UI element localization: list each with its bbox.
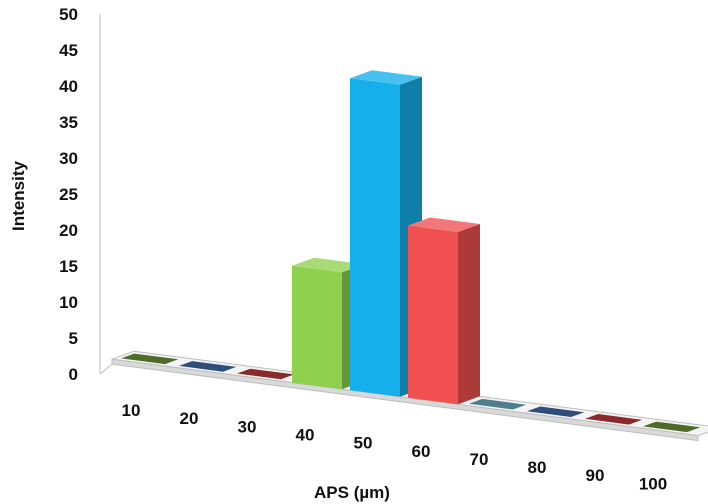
bar-top: [350, 70, 422, 85]
y-tick-label: 20: [59, 221, 78, 240]
x-axis-ticks: 10 20 30 40 50 60 70 80 90 100: [122, 401, 668, 493]
bar-face: [179, 361, 237, 372]
y-tick-label: 0: [69, 365, 78, 384]
x-tick-label: 20: [180, 409, 199, 428]
x-tick-label: 60: [412, 442, 431, 461]
x-axis-title: APS (µm): [314, 483, 390, 502]
y-tick-label: 15: [59, 257, 78, 276]
y-axis-title: Intensity: [9, 161, 28, 231]
y-tick-label: 5: [69, 329, 78, 348]
bars: [121, 70, 701, 433]
x-axis-line: [99, 363, 113, 375]
x-tick-label: 30: [238, 417, 257, 436]
bar-80: [527, 406, 585, 417]
bar-front: [350, 78, 400, 397]
bar-face: [121, 353, 179, 365]
x-tick-label: 100: [639, 474, 667, 493]
bar-10: [121, 353, 179, 365]
bar-face: [469, 398, 527, 410]
floor-edge: [111, 358, 699, 442]
x-tick-label: 10: [122, 401, 141, 420]
x-tick-label: 50: [354, 434, 373, 453]
bar-top: [408, 217, 480, 232]
bar-60: [408, 217, 480, 405]
bar-100: [643, 421, 701, 433]
bar-front: [408, 225, 458, 405]
bar-face: [237, 368, 295, 380]
y-tick-label: 10: [59, 293, 78, 312]
bar-face: [585, 414, 643, 425]
x-tick-label: 80: [528, 458, 547, 477]
y-axis-ticks: 0 5 10 15 20 25 30 35 40 45 50: [59, 5, 78, 384]
x-tick-label: 40: [296, 425, 315, 444]
bar-30: [237, 368, 295, 380]
bar-face: [643, 421, 701, 433]
y-tick-label: 45: [59, 41, 78, 60]
bar-90: [585, 414, 643, 425]
bar-top: [292, 257, 364, 273]
y-tick-label: 35: [59, 113, 78, 132]
x-tick-label: 70: [470, 450, 489, 469]
bar-20: [179, 361, 237, 372]
y-tick-label: 25: [59, 185, 78, 204]
bar-side: [458, 224, 480, 405]
y-tick-label: 30: [59, 149, 78, 168]
bar-face: [527, 406, 585, 417]
bar-front: [292, 265, 342, 390]
x-tick-label: 90: [586, 466, 605, 485]
y-tick-label: 40: [59, 77, 78, 96]
y-tick-label: 50: [59, 5, 78, 24]
bar-70: [469, 398, 527, 410]
